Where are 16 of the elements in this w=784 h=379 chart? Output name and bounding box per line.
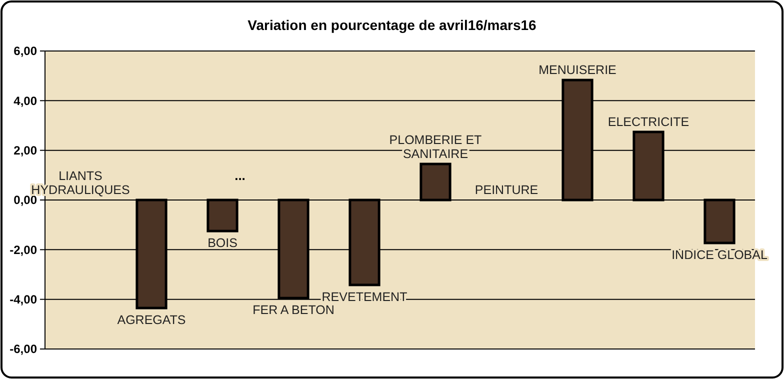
y-tick-label: 2,00 (14, 144, 38, 158)
chart-title: Variation en pourcentage de avril16/mars16 (248, 17, 537, 33)
x-tick-label: BOIS (208, 236, 238, 250)
x-tick-label: AGREGATS (117, 313, 186, 328)
y-tick-label: -4,00 (10, 292, 38, 307)
x-tick-label: FER A BETON (252, 303, 334, 318)
x-tick-label: PLOMBERIE ET SANITAIRE (389, 132, 482, 161)
x-tick-label: PEINTURE (474, 183, 538, 197)
annotation: ... (234, 168, 246, 183)
y-tick-label: 6,00 (14, 44, 38, 58)
y-tick-label: -6,00 (10, 342, 38, 356)
x-tick-label: INDICE GLOBAL (672, 248, 768, 262)
y-tick-label: -2,00 (10, 242, 38, 257)
x-tick-label: MENUISERIE (538, 63, 616, 78)
y-tick-label: 4,00 (14, 94, 38, 108)
x-tick-label: ELECTRICITE (608, 114, 690, 129)
